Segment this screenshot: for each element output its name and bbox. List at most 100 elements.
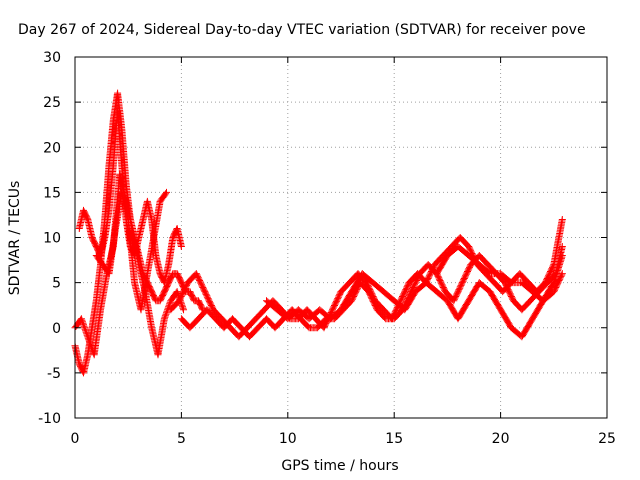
series-s7 [263, 252, 566, 341]
data-marks [550, 217, 566, 269]
data-marks [501, 279, 517, 303]
data-marks [433, 288, 450, 304]
data-marks [518, 279, 535, 295]
data-marks [246, 325, 261, 341]
data-marks [373, 306, 389, 322]
data-marks [454, 243, 471, 258]
data-marks [135, 217, 147, 241]
data-marks [401, 289, 419, 314]
data-marks [243, 316, 259, 332]
data-marks [358, 270, 376, 286]
data-marks [329, 289, 344, 314]
data-marks [550, 253, 566, 287]
data-marks [209, 306, 225, 322]
data-marks [186, 288, 198, 303]
y-tick-label: 10 [43, 231, 61, 247]
x-tick-label: 15 [385, 431, 403, 447]
data-marks [88, 234, 100, 249]
data-marks [148, 288, 159, 303]
data-marks [518, 316, 536, 341]
data-marks [160, 280, 172, 296]
chart-title: Day 267 of 2024, Sidereal Day-to-day VTE… [18, 22, 586, 38]
data-marks [422, 279, 440, 295]
data-marks [450, 280, 466, 305]
data-marks [137, 271, 151, 314]
data-marks [118, 188, 132, 222]
series-s2 [75, 107, 185, 287]
data-marks [407, 271, 423, 296]
data-marks [475, 261, 493, 277]
data-marks [194, 297, 206, 312]
data-marks [269, 297, 284, 313]
data-marks [160, 262, 172, 287]
data-marks [114, 89, 126, 132]
data-marks [497, 270, 514, 286]
data-marks [229, 315, 244, 331]
y-axis-label: SDTVAR / TECUs [7, 181, 23, 296]
data-marks [143, 235, 157, 278]
x-tick-label: 25 [598, 431, 616, 447]
data-marks [105, 226, 119, 278]
series-s6 [177, 243, 566, 341]
data-marks [92, 262, 104, 305]
data-marks [497, 306, 514, 330]
data-marks [348, 271, 365, 296]
data-marks [173, 270, 185, 285]
data-marks [252, 307, 267, 323]
data-marks [380, 288, 397, 304]
data-marks [203, 306, 218, 322]
data-marks [263, 297, 280, 313]
data-marks [80, 206, 91, 222]
data-marks [175, 280, 191, 305]
data-marks [154, 316, 168, 359]
data-marks [482, 270, 497, 285]
data-marks [150, 199, 164, 241]
data-marks [71, 342, 83, 366]
data-marks [397, 280, 412, 305]
y-tick-label: 15 [43, 185, 61, 201]
data-marks [458, 262, 474, 287]
data-marks [439, 244, 455, 259]
data-marks [475, 252, 491, 267]
y-tick-label: -5 [47, 366, 61, 382]
x-axis-label: GPS time / hours [281, 458, 398, 474]
data-marks [465, 252, 482, 268]
data-marks [475, 279, 493, 295]
data-marks [431, 253, 446, 269]
data-marks [314, 316, 329, 332]
y-tick-label: 30 [43, 50, 61, 66]
data-marks [165, 235, 177, 269]
data-point [558, 215, 566, 223]
data-marks [201, 288, 217, 312]
data-marks [152, 252, 164, 276]
data-marks [456, 234, 472, 249]
data-point [163, 188, 171, 196]
data-marks [156, 289, 168, 305]
data-marks [516, 270, 531, 285]
data-marks [77, 315, 91, 339]
data-marks [390, 307, 406, 323]
data-marks [92, 252, 106, 267]
data-marks [80, 352, 91, 377]
data-marks [518, 298, 533, 314]
x-tick-label: 20 [492, 431, 510, 447]
data-marks [156, 190, 170, 205]
data-marks [141, 288, 155, 330]
data-marks [165, 271, 176, 287]
x-tick-label: 0 [71, 431, 80, 447]
data-marks [271, 316, 286, 332]
data-marks [186, 316, 201, 332]
data-marks [167, 298, 182, 314]
data-marks [297, 315, 312, 331]
data-marks [486, 288, 504, 312]
series-s4 [92, 188, 171, 314]
data-marks [535, 280, 550, 296]
data-marks [369, 279, 386, 295]
data-marks [337, 289, 355, 314]
data-marks [124, 215, 138, 285]
data-marks [105, 163, 117, 214]
y-tick-label: 5 [52, 276, 61, 292]
series-s8 [433, 243, 566, 305]
data-marks [105, 118, 117, 169]
